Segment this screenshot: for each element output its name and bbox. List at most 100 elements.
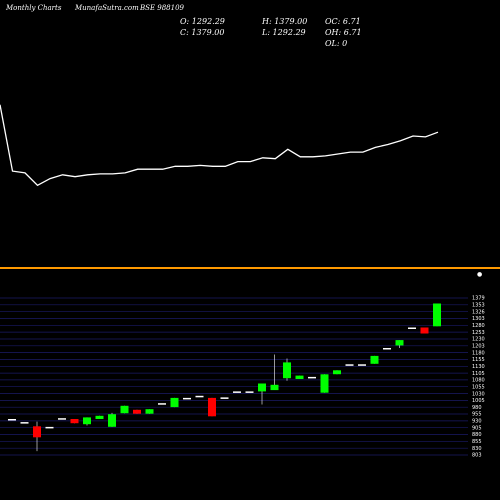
chart-title: Monthly Charts	[6, 4, 62, 12]
candle-body	[245, 391, 254, 393]
candle-body	[58, 418, 66, 420]
panel-divider	[0, 267, 500, 269]
candle	[383, 348, 391, 350]
candle	[83, 417, 91, 426]
candle	[95, 415, 104, 419]
ol-value: OL: 0	[325, 39, 348, 48]
price-line	[0, 104, 439, 187]
oc-value: OC: 6.71	[325, 17, 361, 26]
candle-body	[283, 362, 291, 379]
y-tick-label: 880	[472, 432, 482, 438]
candle-body	[208, 397, 216, 417]
oh-value: OH: 6.71	[325, 28, 362, 37]
candle-body	[45, 426, 54, 429]
candle-body	[220, 397, 229, 399]
candle-body	[345, 364, 354, 366]
candle	[408, 327, 416, 329]
candle	[158, 403, 166, 405]
candle-body	[183, 397, 191, 400]
y-tick-label: 1253	[472, 330, 485, 336]
y-tick-label: 1203	[472, 344, 485, 350]
low-value: L: 1292.29	[262, 28, 306, 37]
candle-body	[333, 370, 341, 375]
y-tick-label: 1303	[472, 316, 485, 322]
candle	[333, 370, 341, 375]
candle-body	[133, 409, 141, 414]
site-name: MunafaSutra.com	[75, 4, 139, 12]
candle	[120, 405, 129, 414]
candle	[33, 421, 41, 452]
y-tick-label: 980	[472, 405, 482, 411]
y-tick-label: 1180	[472, 350, 485, 356]
candle	[145, 409, 154, 414]
candle-body	[270, 384, 279, 391]
candle	[295, 375, 304, 379]
candle	[8, 419, 16, 421]
y-tick-label: 1280	[472, 323, 485, 329]
candle-body	[258, 383, 266, 392]
y-tick-label: 1379	[472, 296, 485, 302]
y-tick-label: 1155	[472, 357, 485, 363]
y-tick-label: 1353	[472, 303, 485, 309]
candle-body	[408, 327, 416, 329]
candle-body	[108, 414, 116, 427]
candle-body	[433, 303, 441, 327]
candle	[308, 376, 316, 379]
candle-body	[95, 415, 104, 419]
symbol-label: BSE 988109	[140, 4, 184, 12]
y-tick-label: 1005	[472, 398, 485, 404]
candle-body	[383, 348, 391, 350]
y-tick-label: 1105	[472, 371, 485, 377]
candle	[358, 364, 366, 366]
price-grid	[0, 297, 468, 456]
candle	[133, 409, 141, 414]
candle-body	[70, 419, 79, 424]
candle-body	[358, 364, 366, 366]
candlestick-chart	[8, 303, 441, 452]
candle	[233, 391, 241, 393]
y-tick-label: 1030	[472, 391, 485, 397]
y-tick-label: 1055	[472, 384, 485, 390]
y-tick-label: 1080	[472, 378, 485, 384]
y-tick-label: 905	[472, 425, 482, 431]
gear-icon: ●	[477, 271, 482, 278]
candle-body	[370, 355, 379, 364]
y-tick-label: 1130	[472, 364, 485, 370]
candle	[195, 395, 204, 398]
candle-body	[170, 397, 179, 408]
candle-body	[233, 391, 241, 393]
price-axis: 1379135313261303128012531230120311801155…	[472, 296, 485, 459]
y-tick-label: 855	[472, 439, 482, 445]
candle-body	[33, 426, 41, 438]
candle	[220, 397, 229, 399]
candle-body	[395, 340, 404, 346]
candle	[370, 355, 379, 364]
candle-body	[83, 417, 91, 425]
candle	[245, 391, 254, 393]
y-tick-label: 803	[472, 453, 482, 459]
candle-body	[420, 327, 429, 334]
candle	[108, 412, 116, 427]
candle	[420, 327, 429, 334]
y-tick-label: 930	[472, 419, 482, 425]
candle	[433, 303, 441, 327]
open-value: O: 1292.29	[180, 17, 225, 26]
candle	[270, 354, 279, 391]
candle-body	[8, 419, 16, 421]
candle	[345, 364, 354, 366]
candle-body	[120, 405, 129, 414]
high-value: H: 1379.00	[262, 17, 308, 26]
y-tick-label: 1230	[472, 337, 485, 343]
candle-body	[320, 374, 329, 393]
candle	[20, 422, 29, 424]
candle	[58, 418, 66, 420]
candle	[70, 419, 79, 424]
candle-body	[158, 403, 166, 405]
candle	[258, 383, 266, 405]
candle	[183, 397, 191, 400]
line-chart	[0, 104, 439, 187]
candle-body	[308, 376, 316, 379]
candle-body	[195, 395, 204, 398]
y-tick-label: 830	[472, 446, 482, 452]
